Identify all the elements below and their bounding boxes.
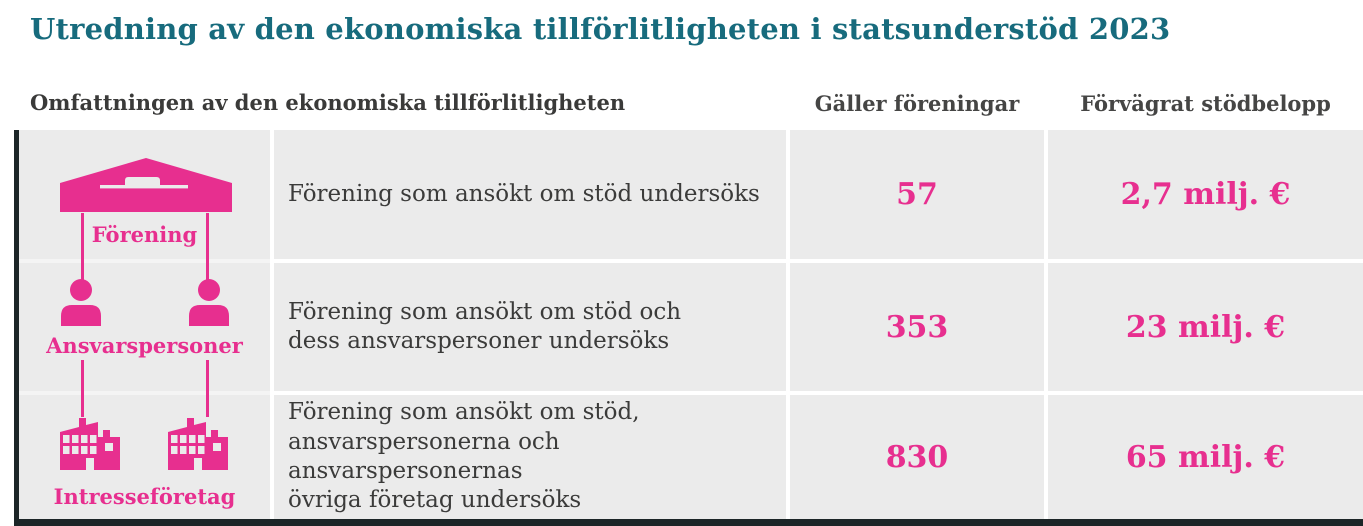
person-icon: [61, 279, 101, 326]
title-bar: Utredning av den ekonomiska tillförlitli…: [14, 3, 1233, 55]
row-stodbelopp-amount: 23 milj. €: [1048, 263, 1363, 391]
section-heading: Omfattningen av den ekonomiska tillförli…: [30, 90, 626, 115]
person-icon: [189, 279, 229, 326]
row-description: Förening som ansökt om stöd, ansvarspers…: [274, 395, 786, 519]
factory-icon: [60, 418, 120, 470]
row-foreningar-count: 57: [790, 130, 1044, 259]
factory-icon: [168, 418, 228, 470]
column-header-stodbelopp: Förvägrat stödbelopp: [1080, 91, 1331, 116]
forening-building-icon: [60, 158, 232, 212]
row-description: Förening som ansökt om stöd undersöks: [274, 130, 786, 259]
connector-line: [206, 213, 209, 281]
forening-label: Förening: [91, 222, 198, 247]
connector-line: [81, 213, 84, 281]
intresseforetag-label: Intresseföretag: [53, 484, 236, 509]
frame-left-border: [14, 130, 19, 526]
row-divider: [19, 391, 270, 395]
row-description: Förening som ansökt om stöd och dess ans…: [274, 263, 786, 391]
row-stodbelopp-amount: 65 milj. €: [1048, 395, 1363, 519]
hierarchy-diagram-panel: Förening Ansvarspersoner: [19, 130, 270, 519]
frame-bottom-border: [14, 519, 1363, 526]
connector-line: [206, 360, 209, 417]
row-divider: [19, 259, 270, 263]
row-foreningar-count: 353: [790, 263, 1044, 391]
ansvarspersoner-label: Ansvarspersoner: [46, 333, 243, 358]
connector-line: [81, 360, 84, 417]
page-title: Utredning av den ekonomiska tillförlitli…: [30, 12, 1171, 46]
row-stodbelopp-amount: 2,7 milj. €: [1048, 130, 1363, 259]
row-foreningar-count: 830: [790, 395, 1044, 519]
column-header-foreningar: Gäller föreningar: [814, 91, 1020, 116]
